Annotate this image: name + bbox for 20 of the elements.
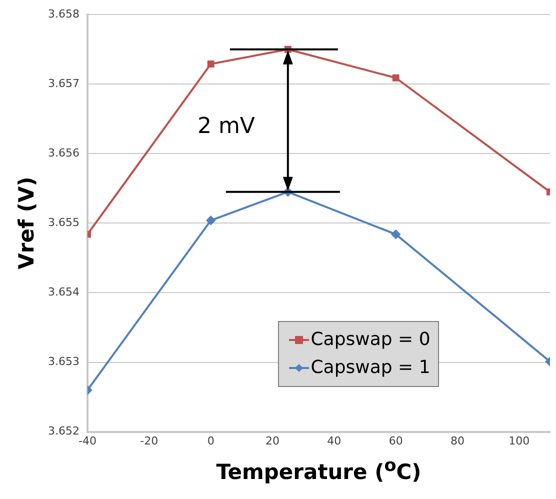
y-tick-label: 3.657 (48, 76, 80, 90)
y-tick-label: 3.654 (48, 286, 80, 299)
y-tick-label: 3.655 (48, 216, 80, 230)
y-tick-label: 3.658 (48, 7, 80, 20)
legend-label: Capswap = 1 (310, 357, 430, 378)
x-tick-label: 40 (327, 434, 342, 448)
x-axis-title: Temperature ($^{o}$C) (216, 456, 422, 484)
y-tick-label: 3.656 (48, 146, 80, 160)
x-tick-label: 60 (388, 434, 403, 448)
x-tick-label: 0 (207, 434, 214, 448)
annotation: 2 mV (198, 114, 255, 139)
x-tick-label: 20 (265, 434, 280, 448)
x-tick-label: -40 (78, 434, 96, 448)
y-tick-label: 3.653 (48, 355, 80, 368)
x-tick-label: -20 (140, 434, 158, 448)
x-tick-label: 80 (450, 434, 464, 448)
y-tick-label: 3.652 (48, 424, 80, 438)
x-tick-label: 100 (508, 434, 530, 448)
y-axis-title: Vref (V) (14, 176, 38, 270)
legend-label: Capswap = 0 (310, 329, 430, 350)
